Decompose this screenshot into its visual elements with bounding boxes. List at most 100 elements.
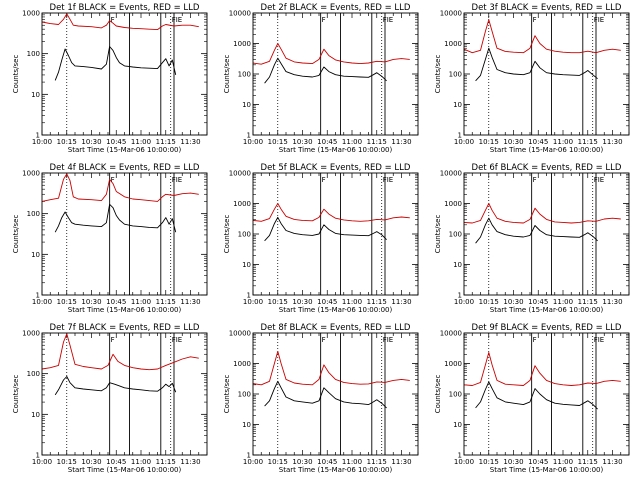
event-marker-label: F (322, 336, 326, 344)
y-tick-label: 1000 (233, 360, 251, 368)
y-tick-label: 1 (36, 452, 40, 460)
chart-panel: Det 5f BLACK = Events, RED = LLD 1 10 100 10… (223, 163, 419, 314)
y-axis-label: Counts/sec (12, 375, 20, 414)
event-marker-label: F (533, 16, 537, 24)
x-tick-label: 10:15 (479, 298, 499, 306)
x-tick-label: 10:00 (243, 458, 263, 466)
x-tick-label: 10:15 (57, 458, 77, 466)
y-tick-label: 1 (458, 452, 462, 460)
x-axis-label: Start Time (15-Mar-06 10:00:00) (490, 306, 604, 314)
y-tick-label: 1 (36, 132, 40, 140)
x-tick-label: 10:30 (503, 298, 523, 306)
y-tick-label: 100 (449, 231, 462, 239)
y-tick-label: 1 (36, 292, 40, 300)
x-tick-label: 10:30 (292, 458, 312, 466)
event-marker-label: FIE (594, 16, 605, 24)
x-axis-label: Start Time (15-Mar-06 10:00:00) (68, 466, 182, 474)
x-tick-label: 11:00 (131, 138, 151, 146)
x-tick-label: 10:00 (243, 138, 263, 146)
y-tick-label: 100 (449, 391, 462, 399)
y-tick-label: 1000 (444, 40, 462, 48)
x-axis-label: Start Time (15-Mar-06 10:00:00) (490, 146, 604, 154)
plot-frame (41, 12, 208, 136)
x-tick-label: 10:45 (106, 458, 126, 466)
x-tick-label: 10:15 (268, 458, 288, 466)
plot-title: Det 2f BLACK = Events, RED = LLD (261, 3, 411, 13)
event-marker-label: FIE (172, 16, 183, 24)
y-tick-label: 100 (449, 71, 462, 79)
event-marker-label: FIE (172, 176, 183, 184)
x-tick-label: 10:45 (528, 138, 548, 146)
event-marker-label: FIE (383, 336, 394, 344)
plot-frame (463, 12, 630, 136)
y-tick-label: 1000 (233, 40, 251, 48)
x-tick-label: 10:00 (32, 458, 52, 466)
event-marker-label: FIE (383, 16, 394, 24)
y-tick-label: 1 (247, 292, 251, 300)
y-tick-label: 100 (27, 210, 40, 218)
y-tick-label: 10 (242, 101, 251, 109)
y-tick-label: 10 (453, 101, 462, 109)
y-tick-label: 100 (238, 231, 251, 239)
plot-title: Det 6f BLACK = Events, RED = LLD (472, 163, 622, 173)
event-marker-label: FIE (383, 176, 394, 184)
x-tick-label: 10:45 (106, 138, 126, 146)
events-series-line (475, 47, 598, 82)
x-tick-label: 10:30 (81, 298, 101, 306)
y-tick-label: 10 (31, 251, 40, 259)
y-tick-label: 1000 (22, 10, 40, 18)
x-tick-label: 11:00 (342, 138, 362, 146)
x-tick-label: 10:45 (317, 138, 337, 146)
chart-panel: Det 1f BLACK = Events, RED = LLD 1 10 100 10… (12, 3, 208, 154)
x-axis-label: Start Time (15-Mar-06 10:00:00) (279, 146, 393, 154)
events-series-line (264, 57, 387, 84)
plot-frame (463, 332, 630, 456)
x-tick-label: 10:45 (528, 458, 548, 466)
x-tick-label: 10:00 (32, 138, 52, 146)
y-tick-label: 10 (31, 91, 40, 99)
x-tick-label: 10:30 (503, 458, 523, 466)
x-tick-label: 11:15 (156, 458, 176, 466)
x-tick-label: 11:15 (156, 138, 176, 146)
x-tick-label: 11:15 (578, 458, 598, 466)
events-series-line (54, 46, 177, 81)
lld-series-line (41, 173, 199, 202)
plot-frame (252, 332, 419, 456)
x-tick-label: 10:45 (317, 298, 337, 306)
y-tick-label: 1000 (22, 330, 40, 338)
event-marker-label: F (322, 176, 326, 184)
x-tick-label: 10:00 (454, 458, 474, 466)
x-tick-label: 10:45 (106, 298, 126, 306)
y-axis-label: Counts/sec (434, 55, 442, 94)
x-axis-label: Start Time (15-Mar-06 10:00:00) (68, 146, 182, 154)
event-marker-label: F (533, 176, 537, 184)
x-tick-label: 11:15 (367, 138, 387, 146)
y-tick-label: 10 (31, 411, 40, 419)
plot-title: Det 1f BLACK = Events, RED = LLD (50, 3, 200, 13)
y-axis-label: Counts/sec (223, 55, 231, 94)
x-tick-label: 11:30 (602, 138, 622, 146)
y-tick-label: 10000 (440, 330, 462, 338)
y-tick-label: 100 (238, 71, 251, 79)
event-marker-label: FIE (172, 336, 183, 344)
plot-frame (41, 172, 208, 296)
event-marker-label: F (533, 336, 537, 344)
x-tick-label: 11:30 (391, 458, 411, 466)
x-tick-label: 10:15 (268, 298, 288, 306)
x-tick-label: 10:30 (503, 138, 523, 146)
x-tick-label: 10:00 (243, 298, 263, 306)
x-tick-label: 10:15 (479, 138, 499, 146)
lld-series-line (463, 203, 621, 224)
x-tick-label: 10:15 (57, 138, 77, 146)
y-tick-label: 10000 (440, 170, 462, 178)
plot-title: Det 8f BLACK = Events, RED = LLD (261, 323, 411, 333)
y-tick-label: 1000 (22, 170, 40, 178)
lld-series-line (252, 350, 410, 386)
events-series-line (475, 381, 598, 410)
y-axis-label: Counts/sec (12, 215, 20, 254)
x-axis-label: Start Time (15-Mar-06 10:00:00) (490, 466, 604, 474)
events-series-line (264, 380, 387, 409)
y-tick-label: 1000 (233, 200, 251, 208)
events-series-line (54, 376, 177, 396)
